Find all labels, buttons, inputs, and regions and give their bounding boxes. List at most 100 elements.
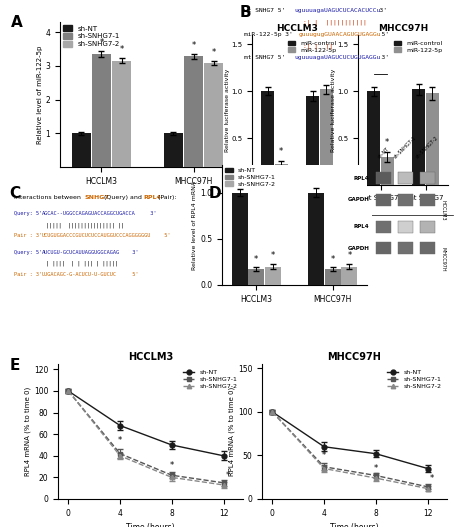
Text: GAPDH: GAPDH	[347, 197, 369, 202]
FancyBboxPatch shape	[419, 221, 435, 233]
Text: 3': 3'	[144, 211, 156, 216]
Title: MHCC97H: MHCC97H	[378, 24, 428, 33]
Text: sh-SNHG7-2: sh-SNHG7-2	[415, 135, 439, 159]
Text: *: *	[374, 464, 378, 473]
Text: 3': 3'	[126, 250, 138, 255]
Bar	[308, 193, 324, 285]
Bar	[164, 133, 183, 167]
Bar	[306, 96, 319, 185]
Text: MHCC97H: MHCC97H	[441, 247, 446, 271]
Text: | ||||  | | ||| | |||||: | |||| | | ||| | |||||	[46, 261, 118, 266]
Bar	[72, 133, 91, 167]
Text: B: B	[239, 5, 251, 20]
Text: AUCUGU-GCUCAUUAGGUGGCAGAG: AUCUGU-GCUCAUUAGGUGGCAGAG	[42, 250, 120, 255]
Text: *: *	[271, 251, 275, 260]
Text: *: *	[279, 147, 283, 156]
Text: miR-122-5p 3': miR-122-5p 3'	[244, 32, 301, 36]
Text: E: E	[9, 358, 20, 373]
Text: Pair : 3': Pair : 3'	[14, 233, 42, 238]
Text: D: D	[209, 186, 221, 201]
Text: *: *	[212, 48, 216, 57]
Text: 3': 3'	[374, 55, 389, 60]
Bar	[92, 54, 111, 167]
Text: *: *	[385, 139, 389, 148]
Text: *: *	[191, 41, 196, 50]
Text: wt SNHG7 5': wt SNHG7 5'	[244, 8, 293, 13]
Text: Pair : 3': Pair : 3'	[14, 272, 42, 277]
FancyBboxPatch shape	[419, 194, 435, 206]
X-axis label: Time (hours): Time (hours)	[330, 523, 379, 527]
Title: HCCLM3: HCCLM3	[276, 24, 318, 33]
Bar	[261, 91, 274, 185]
Text: (Pair):: (Pair):	[156, 195, 177, 200]
Text: *: *	[170, 461, 174, 470]
Bar	[248, 269, 264, 285]
FancyBboxPatch shape	[398, 242, 413, 255]
Text: 5': 5'	[158, 233, 170, 238]
Legend: miR-control, miR-122-5p: miR-control, miR-122-5p	[391, 38, 445, 55]
Text: *: *	[254, 255, 258, 264]
Bar	[412, 90, 425, 185]
Text: sh-SNHG7-1: sh-SNHG7-1	[393, 135, 418, 159]
Legend: sh-NT, sh-SNHG7-1, sh-SNHG7-2: sh-NT, sh-SNHG7-1, sh-SNHG7-2	[64, 25, 120, 47]
FancyBboxPatch shape	[398, 221, 413, 233]
FancyBboxPatch shape	[419, 242, 435, 255]
Text: Query: 5': Query: 5'	[14, 250, 42, 255]
Bar	[232, 193, 247, 285]
Text: *: *	[226, 471, 230, 480]
Text: *: *	[330, 255, 335, 264]
Text: 3': 3'	[372, 8, 387, 13]
Y-axis label: RPL4 mRNA (% to time 0): RPL4 mRNA (% to time 0)	[25, 387, 31, 476]
Text: *: *	[119, 45, 124, 54]
Text: sh-NT: sh-NT	[377, 146, 390, 159]
Bar	[426, 93, 438, 185]
Y-axis label: Relative level of miR-122-5p: Relative level of miR-122-5p	[36, 45, 43, 144]
Text: AGCAC--UGGCCAGAGUACCAGGCUGACCA: AGCAC--UGGCCAGAGUACCAGGCUGACCA	[42, 211, 136, 216]
Text: uguuuagaUAGUCUCACACUCCu: uguuuagaUAGUCUCACACUCCu	[294, 8, 380, 13]
Text: RPL4: RPL4	[143, 195, 161, 200]
Text: Query: 5': Query: 5'	[14, 211, 42, 216]
Text: (Query) and: (Query) and	[102, 195, 144, 200]
Bar	[320, 90, 333, 185]
Text: :| |  ||: :| | ||	[303, 43, 333, 49]
Y-axis label: Relative luciferase activity: Relative luciferase activity	[331, 69, 336, 152]
Text: |||||  ||||||||||||||| ||: ||||| ||||||||||||||| ||	[46, 222, 125, 228]
Bar	[367, 91, 380, 185]
Text: *: *	[118, 436, 122, 445]
Text: guuugugGUAACAGUGUGAGGu: guuugugGUAACAGUGUGAGGu	[299, 32, 381, 36]
Y-axis label: Relative level of RPL4 mRNA: Relative level of RPL4 mRNA	[192, 180, 197, 270]
Y-axis label: Relative luciferase activity: Relative luciferase activity	[225, 69, 229, 152]
Text: *: *	[430, 474, 434, 483]
Text: *: *	[347, 251, 352, 260]
Legend: sh-NT, sh-SNHG7-1, sh-SNHG7-2: sh-NT, sh-SNHG7-1, sh-SNHG7-2	[181, 367, 240, 392]
FancyBboxPatch shape	[376, 172, 391, 184]
Text: UUGACAGC-G-ACUCU-U-GUCUC: UUGACAGC-G-ACUCU-U-GUCUC	[42, 272, 117, 277]
Text: HCCLM3: HCCLM3	[441, 200, 446, 221]
Text: mt SNHG7 5': mt SNHG7 5'	[244, 55, 293, 60]
FancyBboxPatch shape	[376, 221, 391, 233]
FancyBboxPatch shape	[419, 172, 435, 184]
Text: Interactions between: Interactions between	[14, 195, 83, 200]
FancyBboxPatch shape	[398, 172, 413, 184]
Legend: miR-control, miR-122-5p: miR-control, miR-122-5p	[285, 38, 339, 55]
Legend: sh-NT, sh-SNHG7-1, sh-SNHG7-2: sh-NT, sh-SNHG7-1, sh-SNHG7-2	[225, 168, 275, 187]
Y-axis label: RPL4 mRNA (% to time 0): RPL4 mRNA (% to time 0)	[228, 387, 235, 476]
FancyBboxPatch shape	[376, 242, 391, 255]
FancyBboxPatch shape	[376, 194, 391, 206]
Text: 5': 5'	[126, 272, 138, 277]
Text: :| |  |||||||||||: :| | |||||||||||	[303, 19, 367, 25]
Bar	[265, 267, 281, 285]
Text: UCUGUGGACCCGUCUCUCCAUGGUCCCAGGGGGGU: UCUGUGGACCCGUCUCUCCAUGGUCCCAGGGGGGU	[42, 233, 151, 238]
X-axis label: Time (hours): Time (hours)	[126, 523, 175, 527]
Text: GAPDH: GAPDH	[347, 246, 369, 251]
Text: *: *	[322, 451, 326, 460]
Bar	[325, 269, 341, 285]
Bar	[184, 56, 203, 167]
Legend: sh-NT, sh-SNHG7-1, sh-SNHG7-2: sh-NT, sh-SNHG7-1, sh-SNHG7-2	[384, 367, 444, 392]
Text: *: *	[100, 38, 104, 47]
Text: A: A	[11, 15, 23, 30]
Bar	[112, 61, 131, 167]
Text: uguuuagaUAGUCUCUGUGAGGu: uguuuagaUAGUCUCUGUGAGGu	[294, 55, 380, 60]
Text: 5': 5'	[374, 32, 390, 36]
Text: RPL4: RPL4	[354, 225, 369, 229]
